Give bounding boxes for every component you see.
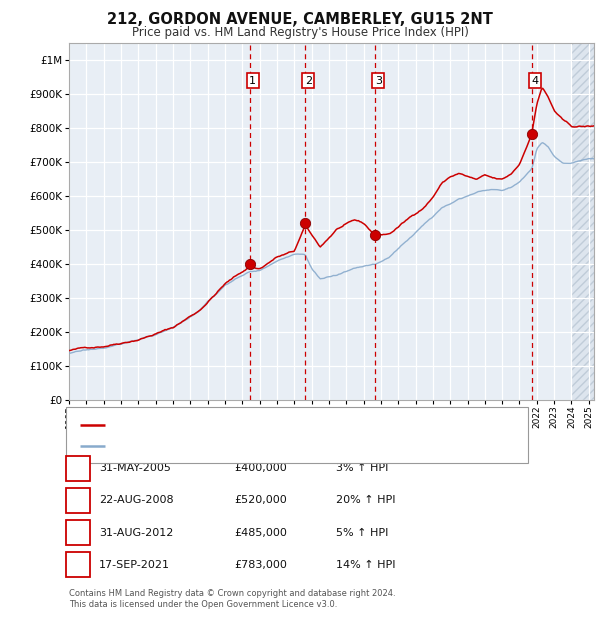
Text: 31-AUG-2012: 31-AUG-2012	[99, 528, 173, 538]
Text: 20% ↑ HPI: 20% ↑ HPI	[336, 495, 395, 505]
Text: 31-MAY-2005: 31-MAY-2005	[99, 463, 171, 473]
Bar	[571, 43, 600, 400]
Text: Contains HM Land Registry data © Crown copyright and database right 2024.
This d: Contains HM Land Registry data © Crown c…	[69, 590, 395, 609]
Text: 2: 2	[74, 495, 82, 505]
Text: 3: 3	[74, 528, 82, 538]
Text: 5% ↑ HPI: 5% ↑ HPI	[336, 528, 388, 538]
Text: 1: 1	[74, 463, 82, 473]
Text: £520,000: £520,000	[234, 495, 287, 505]
Text: £485,000: £485,000	[234, 528, 287, 538]
Text: £400,000: £400,000	[234, 463, 287, 473]
Text: Price paid vs. HM Land Registry's House Price Index (HPI): Price paid vs. HM Land Registry's House …	[131, 26, 469, 39]
Text: 212, GORDON AVENUE, CAMBERLEY, GU15 2NT: 212, GORDON AVENUE, CAMBERLEY, GU15 2NT	[107, 12, 493, 27]
Text: 3% ↑ HPI: 3% ↑ HPI	[336, 463, 388, 473]
Text: 4: 4	[532, 76, 538, 86]
Text: HPI: Average price, detached house, Surrey Heath: HPI: Average price, detached house, Surr…	[111, 441, 373, 451]
Text: 212, GORDON AVENUE, CAMBERLEY, GU15 2NT (detached house): 212, GORDON AVENUE, CAMBERLEY, GU15 2NT …	[111, 420, 454, 430]
Text: 14% ↑ HPI: 14% ↑ HPI	[336, 560, 395, 570]
Point	[527, 129, 536, 139]
Point	[370, 230, 380, 240]
Text: 2: 2	[305, 76, 312, 86]
Point	[245, 259, 254, 269]
Text: 17-SEP-2021: 17-SEP-2021	[99, 560, 170, 570]
Text: 1: 1	[249, 76, 256, 86]
Text: 22-AUG-2008: 22-AUG-2008	[99, 495, 173, 505]
Text: 4: 4	[74, 560, 82, 570]
Text: £783,000: £783,000	[234, 560, 287, 570]
Point	[301, 218, 310, 228]
Text: 3: 3	[375, 76, 382, 86]
